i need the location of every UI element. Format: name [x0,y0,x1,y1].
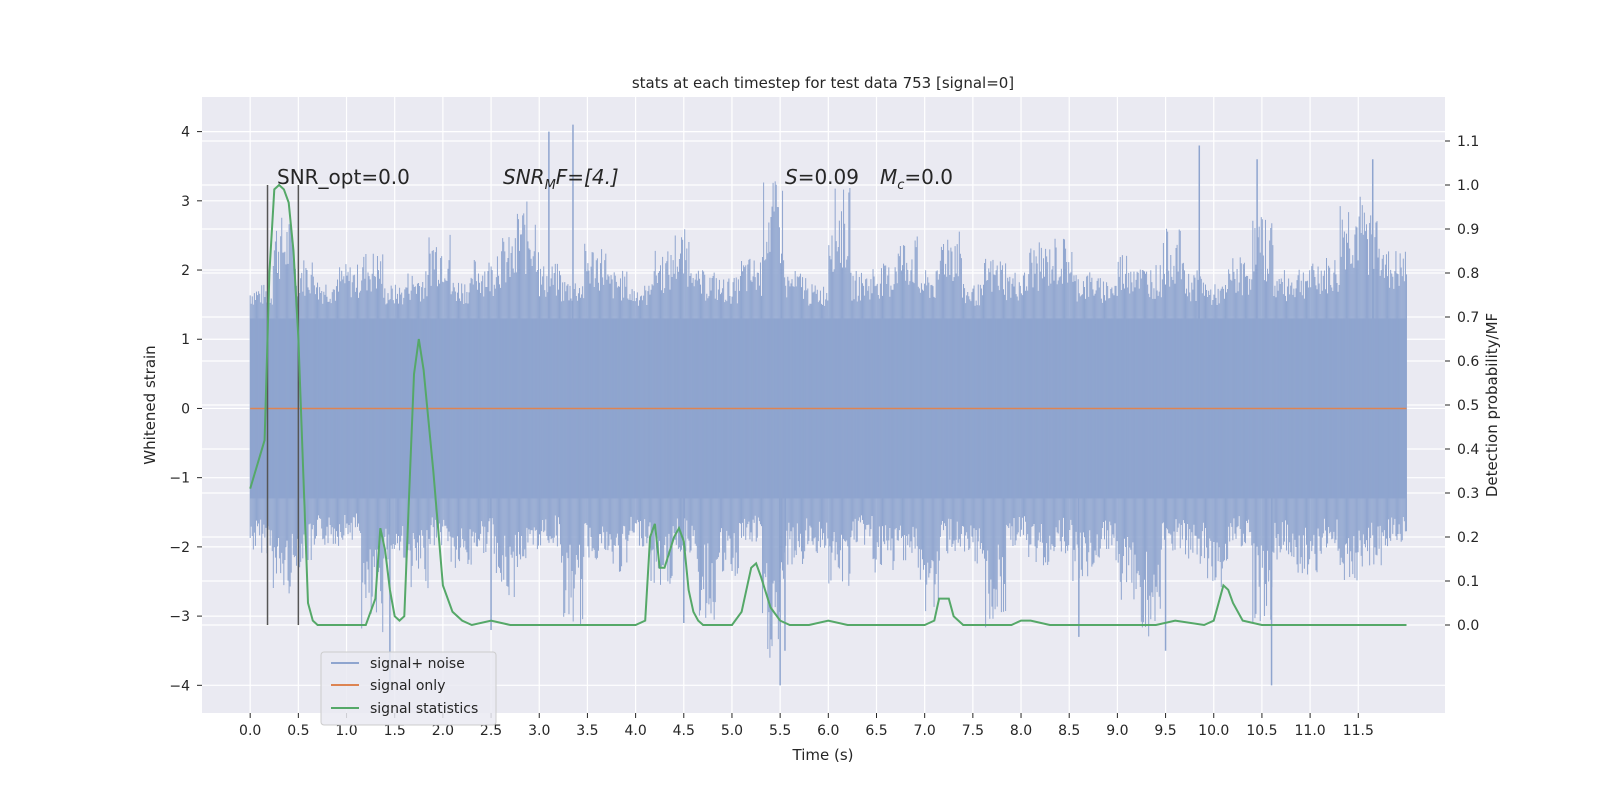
x-tick-label: 0.0 [239,723,261,739]
x-tick-label: 2.0 [432,723,454,739]
annotation-mc-value: =0.0 [904,165,953,189]
statistics-line [249,183,1407,627]
x-tick-label: 11.0 [1295,723,1326,739]
y2-ticks: 0.0 0.1 0.2 0.3 0.4 0.5 0.6 0.7 0.8 0.9 1.0 1.1 [1445,134,1479,634]
x-axis-label: Time (s) [792,746,854,764]
y-tick-label: 0 [181,401,190,417]
y2-tick-label: 1.1 [1457,134,1479,150]
x-tick-label: 6.5 [865,723,887,739]
y-tick-label: −2 [169,540,190,556]
x-tick-label: 11.5 [1343,723,1374,739]
annotation-mc-main: M [880,165,897,189]
annotation-s-value: =0.09 [798,165,859,189]
x-tick-label: 7.0 [914,723,936,739]
annotation-snr-opt: SNR_opt=0.0 [277,165,410,189]
y2-tick-label: 0.4 [1457,442,1479,458]
y2-tick-label: 0.3 [1457,486,1479,502]
y2-tick-label: 0.7 [1457,310,1479,326]
x-tick-label: 5.5 [769,723,791,739]
y-ticks: −4 −3 −2 −1 0 1 2 3 4 [169,125,202,694]
legend: signal+ noise signal only signal statist… [320,651,497,726]
y-tick-label: 1 [181,332,190,348]
x-tick-label: 4.0 [624,723,646,739]
legend-label-noise: signal+ noise [370,656,465,672]
y2-tick-label: 0.6 [1457,354,1479,370]
x-tick-label: 6.0 [817,723,839,739]
y2-tick-label: 0.1 [1457,574,1479,590]
marker-lines [266,185,300,625]
annotation-mc: Mc=0.0 [880,165,953,193]
y-tick-label: −4 [169,678,190,694]
x-tick-label: 3.5 [576,723,598,739]
x-tick-label: 7.5 [962,723,984,739]
x-ticks: 0.0 0.5 1.0 1.5 2.0 2.5 3.0 3.5 4.0 4.5 5.0 5.5 6.0 6… [239,713,1374,739]
x-tick-label: 10.0 [1198,723,1229,739]
x-tick-label: 1.0 [335,723,357,739]
y-axis-label: Whitened strain [141,345,159,464]
x-tick-label: 5.0 [721,723,743,739]
legend-label-signal: signal only [370,678,445,694]
y-tick-label: −3 [169,609,190,625]
y2-tick-label: 1.0 [1457,178,1479,194]
x-tick-label: 3.0 [528,723,550,739]
annotation-snr-mf-main: SNR [503,165,545,189]
chart-title: stats at each timestep for test data 753… [632,74,1014,92]
annotation-snr-mf-f: F=[4.] [556,165,619,189]
x-tick-label: 10.5 [1246,723,1277,739]
y2-tick-label: 0.5 [1457,398,1479,414]
annotation-snr-mf-sub: M [545,178,556,193]
y-tick-label: −1 [169,471,190,487]
y-tick-label: 2 [181,263,190,279]
x-tick-label: 2.5 [480,723,502,739]
x-tick-label: 9.0 [1106,723,1128,739]
x-tick-label: 8.5 [1058,723,1080,739]
annotation-s-main: S [785,165,798,189]
x-tick-label: 8.0 [1010,723,1032,739]
y2-tick-label: 0.2 [1457,530,1479,546]
annotation-s: S=0.09 [785,165,859,189]
legend-box [320,651,497,726]
x-tick-label: 9.5 [1154,723,1176,739]
x-tick-label: 1.5 [384,723,406,739]
y2-tick-label: 0.9 [1457,222,1479,238]
y2-axis-label: Detection probability/MF [1483,313,1501,497]
statistics-series [249,183,1407,627]
x-tick-label: 0.5 [287,723,309,739]
legend-label-stats: signal statistics [370,701,478,717]
y-tick-label: 4 [181,125,190,141]
y2-tick-label: 0.0 [1457,618,1479,634]
y2-tick-label: 0.8 [1457,266,1479,282]
annotation-mc-sub: c [897,178,904,193]
y-tick-label: 3 [181,194,190,210]
x-tick-label: 4.5 [673,723,695,739]
annotation-snr-mf: SNRMF=[4.] [503,165,619,193]
